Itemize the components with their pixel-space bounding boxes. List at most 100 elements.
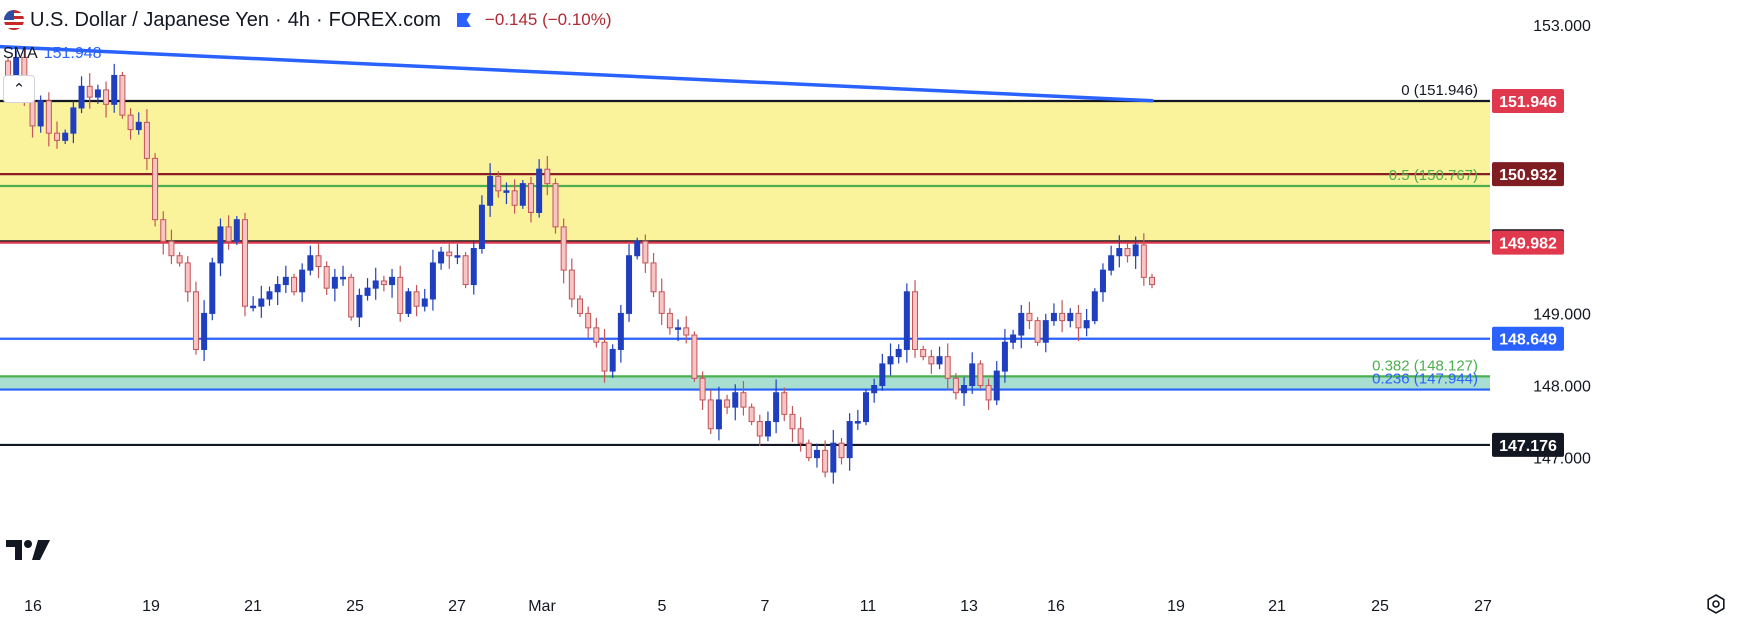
candle[interactable] (478, 195, 485, 254)
candle[interactable] (1042, 313, 1049, 353)
candle[interactable] (454, 244, 461, 265)
candle[interactable] (985, 378, 992, 410)
candle[interactable] (936, 346, 943, 370)
settings-gear-icon[interactable] (1706, 594, 1726, 614)
candle[interactable] (233, 216, 240, 245)
candle[interactable] (634, 237, 641, 260)
candle[interactable] (397, 265, 404, 322)
candle[interactable] (822, 440, 829, 478)
candle[interactable] (429, 249, 436, 311)
candle[interactable] (217, 218, 224, 277)
candle[interactable] (683, 316, 690, 344)
candle[interactable] (364, 278, 371, 301)
candle[interactable] (846, 413, 853, 471)
candle[interactable] (1149, 273, 1155, 289)
candle[interactable] (70, 101, 77, 144)
candle[interactable] (1018, 304, 1025, 349)
candle[interactable] (658, 278, 665, 326)
candle[interactable] (879, 353, 886, 391)
candle[interactable] (176, 252, 183, 267)
candle[interactable] (887, 343, 894, 376)
candle[interactable] (389, 268, 396, 298)
candle[interactable] (168, 229, 175, 265)
candle[interactable] (380, 275, 387, 292)
candle[interactable] (781, 387, 788, 422)
candle[interactable] (160, 211, 167, 255)
candle[interactable] (405, 288, 412, 318)
candle[interactable] (356, 288, 363, 328)
candle[interactable] (127, 108, 134, 140)
candle[interactable] (201, 300, 208, 362)
candle[interactable] (863, 389, 869, 426)
flag-icon[interactable] (456, 13, 471, 27)
candle[interactable] (421, 288, 428, 312)
candle[interactable] (192, 281, 199, 355)
interval[interactable]: 4h (287, 8, 310, 31)
candle[interactable] (1050, 303, 1057, 326)
candle[interactable] (372, 267, 379, 300)
candle[interactable] (438, 246, 445, 270)
candle[interactable] (1010, 329, 1017, 350)
candle[interactable] (340, 265, 347, 286)
candle[interactable] (413, 284, 420, 317)
sma-legend[interactable]: SMA 151.948 (3, 45, 102, 63)
candle[interactable] (977, 360, 984, 390)
candle[interactable] (1091, 288, 1098, 325)
candle[interactable] (152, 153, 159, 227)
candle[interactable] (135, 112, 142, 135)
candle[interactable] (609, 344, 616, 378)
collapse-legend-button[interactable]: ⌃ (3, 75, 35, 103)
candle[interactable] (952, 373, 959, 400)
candle[interactable] (805, 439, 812, 462)
candle[interactable] (331, 268, 338, 302)
symbol-name[interactable]: U.S. Dollar / Japanese Yen (30, 8, 270, 31)
candle[interactable] (495, 171, 502, 198)
candle[interactable] (462, 252, 469, 289)
candle[interactable] (871, 378, 878, 403)
candle[interactable] (617, 304, 624, 363)
candle[interactable] (1067, 308, 1074, 328)
candle[interactable] (1059, 300, 1066, 333)
candle[interactable] (45, 92, 52, 147)
price-tag-151.946[interactable]: 151.946 (1492, 89, 1564, 113)
candle[interactable] (527, 176, 534, 223)
candle[interactable] (1108, 245, 1115, 276)
candle[interactable] (511, 179, 518, 214)
candle[interactable] (854, 409, 861, 430)
candle[interactable] (928, 349, 935, 374)
candle[interactable] (470, 241, 477, 295)
candle[interactable] (282, 265, 289, 293)
candle[interactable] (111, 63, 118, 113)
candle[interactable] (1034, 317, 1041, 346)
candle[interactable] (895, 344, 902, 364)
candle[interactable] (797, 417, 804, 452)
price-tag-149.982[interactable]: 149.982 (1492, 230, 1564, 255)
candle[interactable] (307, 245, 314, 276)
candle[interactable] (62, 129, 69, 144)
candle[interactable] (274, 276, 281, 305)
candle[interactable] (552, 178, 559, 234)
candle[interactable] (1132, 236, 1139, 269)
candle[interactable] (266, 286, 273, 306)
candle[interactable] (601, 329, 608, 383)
candle[interactable] (642, 234, 649, 273)
candle[interactable] (764, 411, 771, 442)
candle[interactable] (675, 319, 682, 342)
candle[interactable] (1140, 233, 1147, 286)
candle[interactable] (715, 386, 722, 441)
candle[interactable] (756, 414, 763, 446)
candle[interactable] (813, 443, 820, 468)
candle[interactable] (912, 280, 919, 358)
price-tag-148.649[interactable]: 148.649 (1492, 326, 1564, 351)
candle[interactable] (94, 84, 101, 104)
candle[interactable] (1099, 263, 1106, 302)
candle[interactable] (838, 437, 845, 465)
candle[interactable] (54, 121, 61, 149)
candle[interactable] (724, 394, 731, 414)
candle[interactable] (699, 371, 706, 410)
candle[interactable] (650, 252, 657, 297)
candle[interactable] (37, 95, 44, 133)
candle[interactable] (577, 295, 583, 318)
candle[interactable] (969, 352, 976, 394)
